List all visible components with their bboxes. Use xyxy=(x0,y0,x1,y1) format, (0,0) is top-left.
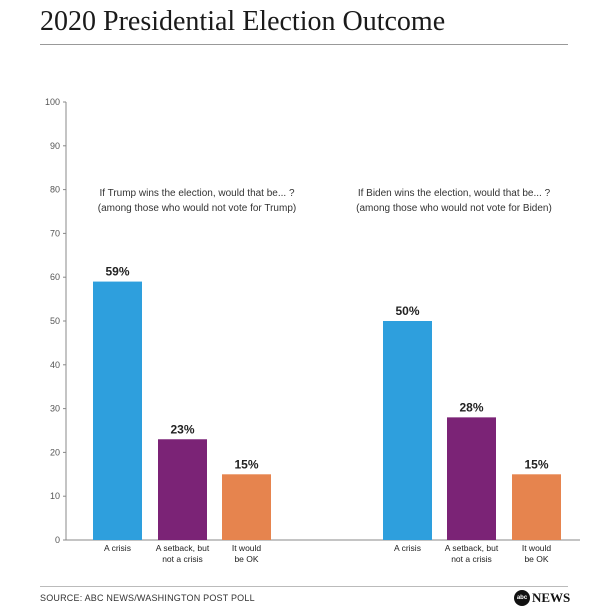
bar-category-label: A crisis xyxy=(104,543,131,553)
bar xyxy=(158,439,207,540)
bar xyxy=(512,474,561,540)
bar-category-label: A setback, but xyxy=(156,543,210,553)
y-tick-label: 90 xyxy=(50,141,60,151)
group-caption-line: (among those who would not vote for Bide… xyxy=(356,203,552,214)
y-tick-label: 80 xyxy=(50,185,60,195)
abc-mark: abc xyxy=(514,590,530,606)
y-tick-label: 30 xyxy=(50,404,60,414)
y-tick-label: 60 xyxy=(50,272,60,282)
bar-category-label: A setback, but xyxy=(445,543,499,553)
bar xyxy=(93,281,142,540)
y-tick-label: 10 xyxy=(50,491,60,501)
group-caption-line: (among those who would not vote for Trum… xyxy=(98,203,296,214)
footer-divider xyxy=(40,586,568,587)
bar-category-label: A crisis xyxy=(394,543,421,553)
bar xyxy=(383,321,432,540)
y-tick-label: 50 xyxy=(50,316,60,326)
bar xyxy=(222,474,271,540)
y-tick-label: 40 xyxy=(50,360,60,370)
bar-category-label: be OK xyxy=(524,554,548,564)
bar-category-label: not a crisis xyxy=(451,554,492,564)
y-tick-label: 70 xyxy=(50,228,60,238)
title-divider xyxy=(40,44,568,45)
bar-value-label: 50% xyxy=(395,304,419,318)
y-tick-label: 20 xyxy=(50,447,60,457)
bar-value-label: 15% xyxy=(524,457,548,471)
news-wordmark: NEWS xyxy=(532,590,571,605)
bar-category-label: not a crisis xyxy=(162,554,203,564)
group-caption-line: If Biden wins the election, would that b… xyxy=(358,188,551,199)
bar-category-label: It would xyxy=(522,543,552,553)
y-tick-label: 0 xyxy=(55,535,60,545)
bar-value-label: 59% xyxy=(105,265,129,279)
chart-group-1: If Trump wins the election, would that b… xyxy=(93,188,296,564)
bar-category-label: be OK xyxy=(234,554,258,564)
chart-title: 2020 Presidential Election Outcome xyxy=(40,6,446,37)
abc-news-logo: abc NEWS xyxy=(514,590,570,606)
bar-category-label: It would xyxy=(232,543,262,553)
y-tick-label: 100 xyxy=(45,97,60,107)
bar-value-label: 15% xyxy=(234,457,258,471)
bar-value-label: 28% xyxy=(459,400,483,414)
bar-value-label: 23% xyxy=(170,422,194,436)
group-caption-line: If Trump wins the election, would that b… xyxy=(99,188,295,199)
bar xyxy=(447,417,496,540)
chart-group-2: If Biden wins the election, would that b… xyxy=(356,188,561,564)
source-note: SOURCE: ABC NEWS/WASHINGTON POST POLL xyxy=(40,593,255,603)
chart-groups: If Trump wins the election, would that b… xyxy=(93,188,561,564)
